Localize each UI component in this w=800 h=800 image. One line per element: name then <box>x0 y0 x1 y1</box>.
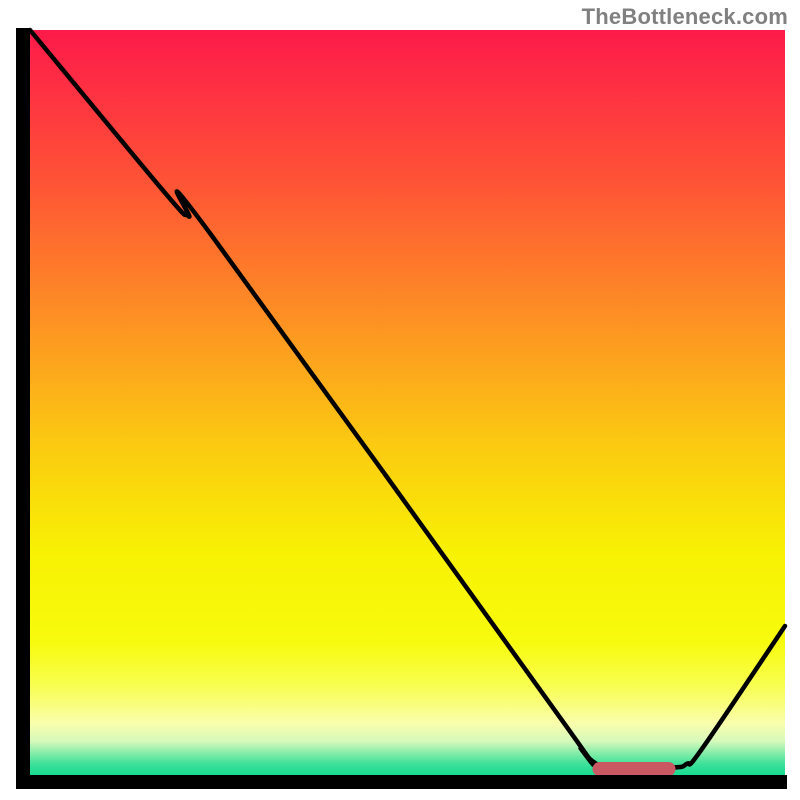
chart-container: TheBottleneck.com <box>0 0 800 800</box>
plot-background <box>30 30 785 775</box>
bottleneck-chart <box>0 0 800 800</box>
y-axis <box>16 28 30 789</box>
optimal-marker <box>592 762 675 776</box>
x-axis <box>16 775 787 789</box>
watermark-text: TheBottleneck.com <box>582 4 788 30</box>
